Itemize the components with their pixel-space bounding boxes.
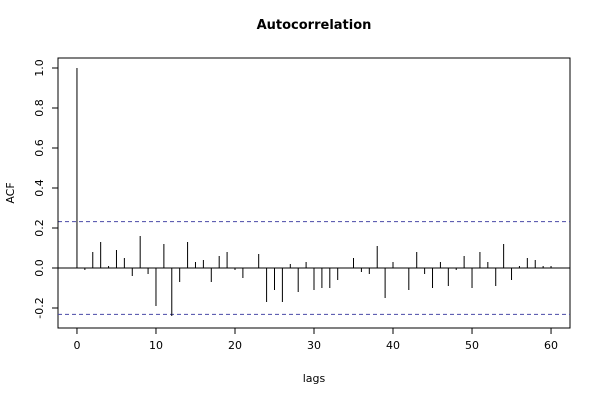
y-tick-label: 1.0	[33, 59, 46, 77]
x-tick-label: 60	[544, 339, 558, 352]
y-tick-label: 0.2	[33, 219, 46, 237]
x-tick-label: 0	[73, 339, 80, 352]
x-tick-label: 20	[228, 339, 242, 352]
x-axis: 0 10 20 30 40 50 60	[73, 327, 558, 352]
y-tick-label: 0.8	[33, 99, 46, 117]
y-tick-label: 0.0	[33, 259, 46, 277]
y-tick-label: -0.2	[33, 297, 46, 318]
chart-title: Autocorrelation	[257, 18, 372, 33]
acf-bars-layer	[76, 68, 552, 316]
y-tick-label: 0.4	[33, 179, 46, 197]
x-tick-label: 10	[149, 339, 163, 352]
y-axis-label: ACF	[4, 182, 17, 203]
x-axis-label: lags	[303, 372, 326, 385]
x-tick-label: 30	[307, 339, 321, 352]
y-tick-label: 0.6	[33, 139, 46, 157]
confidence-band-layer	[58, 221, 570, 315]
x-tick-label: 40	[386, 339, 400, 352]
x-tick-label: 50	[465, 339, 479, 352]
y-axis: -0.2 0.0 0.2 0.4 0.6 0.8 1.0	[33, 59, 59, 319]
